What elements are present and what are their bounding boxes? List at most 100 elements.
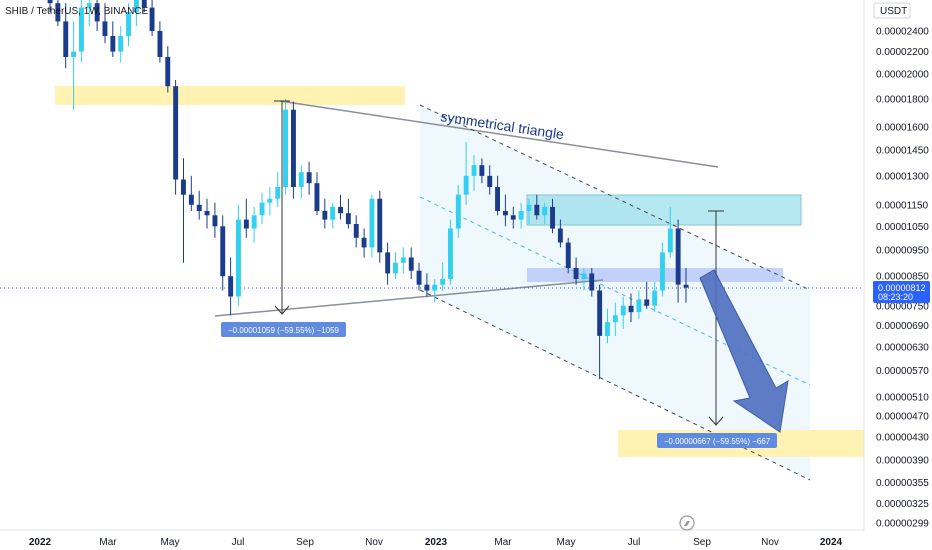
candle: [181, 158, 186, 263]
projected-down-arrow: [699, 269, 789, 433]
candles-layer: [47, 0, 689, 379]
candle-body-bull: [660, 252, 665, 291]
time-axis[interactable]: 2022 Mar May Jul Sep Nov 2023 Mar May Jul Sep Nov 20…: [0, 529, 864, 550]
time-tick-label: Mar: [494, 537, 512, 548]
price-tick-label: 0.00001450: [876, 146, 929, 157]
time-tick-label: Nov: [365, 537, 383, 548]
candle-body-bull: [612, 315, 618, 323]
price-tick-label: 0.00001050: [876, 222, 929, 233]
candle: [597, 284, 603, 379]
candle-body-bear: [110, 36, 116, 52]
candle: [157, 21, 163, 63]
candle: [675, 219, 681, 303]
price-tick-label: 0.00000430: [876, 433, 929, 444]
candle-body-bear: [149, 7, 155, 31]
candle: [338, 194, 343, 220]
candle: [408, 247, 414, 279]
candle: [259, 192, 265, 224]
candle-body-bear: [47, 0, 53, 4]
candle: [361, 228, 367, 258]
candle-body-bull: [283, 109, 288, 187]
supply-zone: [526, 194, 802, 226]
candle-body-bear: [212, 215, 218, 227]
candle-body-bear: [196, 204, 202, 211]
candle-body-bull: [667, 228, 673, 253]
measure-1-label-box: [221, 322, 346, 337]
candle: [589, 268, 595, 297]
price-tick-label: 0.00002400: [876, 27, 929, 38]
candle: [55, 0, 61, 27]
candle: [47, 0, 53, 13]
candle-body-bear: [291, 109, 296, 187]
price-axis[interactable]: USDT 0.000024000.000022000.000020000.000…: [863, 0, 932, 550]
candle-body-bear: [63, 21, 69, 57]
candle-body-bull: [369, 198, 375, 248]
candle-body-bull: [126, 12, 131, 36]
candle-body-bear: [628, 305, 634, 313]
candle-body-bear: [141, 0, 147, 8]
time-tick-label: 2023: [425, 537, 448, 548]
candle-body-bull: [620, 305, 626, 316]
candle: [243, 198, 249, 238]
candle: [267, 187, 273, 216]
descending-channel-fill: [420, 105, 810, 480]
candle: [118, 26, 124, 63]
candle: [283, 99, 288, 195]
candle-body-bear: [361, 237, 367, 248]
candle: [86, 0, 92, 27]
candle-body-bull: [542, 206, 548, 216]
candle-body-bull: [526, 204, 532, 211]
candle: [581, 268, 587, 291]
currency-badge[interactable]: [873, 2, 911, 19]
candle-body-bull: [236, 219, 241, 297]
candle-body-bear: [503, 211, 508, 216]
candle-body-bear: [495, 187, 500, 211]
candle-body-bear: [573, 268, 579, 279]
candle: [204, 198, 210, 229]
candle-body-bull: [275, 187, 281, 199]
price-tick-label: 0.00000750: [876, 301, 929, 312]
zones-layer: [55, 86, 872, 480]
candle: [510, 206, 516, 229]
candle: [667, 206, 673, 258]
candle: [322, 198, 328, 229]
candle-body-bear: [55, 3, 61, 22]
measure-2-arrowhead: [708, 416, 724, 426]
price-tick-label: 0.00000950: [876, 245, 929, 256]
candle: [448, 219, 453, 285]
candle-body-bear: [345, 213, 351, 225]
candle-body-bull: [267, 198, 273, 203]
candle: [196, 190, 202, 220]
candle-body-bull: [400, 257, 406, 263]
candle-body-bear: [338, 206, 343, 214]
candle-body-bear: [597, 290, 603, 336]
candle: [377, 190, 383, 263]
triangle-upper-line: [279, 100, 719, 168]
candle: [620, 296, 626, 329]
candle: [605, 308, 610, 344]
price-tick-label: 0.00000510: [876, 392, 929, 403]
time-tick-label: 2022: [29, 537, 52, 548]
price-tick-label: 0.00001300: [876, 171, 929, 182]
price-tick-label: 0.00000630: [876, 342, 929, 353]
candle-body-bull: [432, 284, 438, 291]
candle-body-bull: [581, 273, 587, 279]
candle: [534, 194, 540, 220]
candle: [298, 165, 304, 199]
candle-body-bear: [94, 3, 100, 22]
candle-body-bull: [393, 262, 398, 274]
candle: [463, 142, 469, 205]
candle-body-bull: [79, 7, 84, 52]
candle: [416, 262, 422, 291]
candle-body-bear: [416, 270, 422, 285]
candle: [432, 279, 438, 303]
candle: [644, 281, 650, 309]
price-tick-label: 0.00000355: [876, 478, 929, 489]
candle-body-bear: [322, 211, 328, 220]
candle-body-bear: [424, 284, 430, 291]
price-tick-label: 0.00000325: [876, 499, 929, 510]
time-tick-label: Mar: [99, 537, 117, 548]
candle-body-bull: [448, 228, 453, 279]
candle-body-bear: [314, 183, 320, 211]
